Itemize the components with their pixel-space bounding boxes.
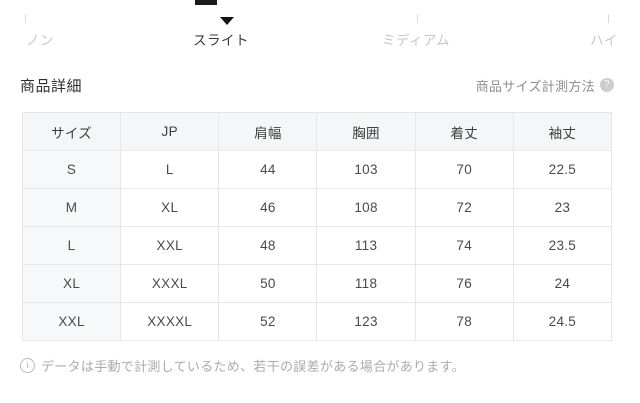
scale-tick xyxy=(25,14,26,23)
table-cell: 24 xyxy=(512,264,613,303)
table-cell: 48 xyxy=(218,226,318,265)
cell-size: XL xyxy=(21,264,122,303)
table-cell: XXXXL xyxy=(120,302,220,341)
triangle-down-icon xyxy=(220,17,234,25)
table-cell: 23 xyxy=(512,188,613,227)
table-row: M XL 46 108 72 23 xyxy=(21,188,613,227)
table-cell: 103 xyxy=(316,150,416,189)
table-cell: 76 xyxy=(414,264,514,303)
fit-scale: ノン スライト ミディアム ハイ xyxy=(0,0,640,55)
cell-size: M xyxy=(21,188,122,227)
col-header-jp: JP xyxy=(120,112,220,151)
table-cell: 44 xyxy=(218,150,318,189)
page-title: 商品詳細 xyxy=(20,77,83,95)
size-measure-guide-link[interactable]: 商品サイズ計測方法 ? xyxy=(476,76,614,95)
measurement-disclaimer: i データは手動で計測しているため、若干の誤差がある場合があります。 xyxy=(20,356,620,375)
scale-handle-bar xyxy=(195,0,217,5)
table-cell: 23.5 xyxy=(512,226,613,265)
size-chart-table: サイズ JP 肩幅 胸囲 着丈 袖丈 S L 44 103 70 22.5 M … xyxy=(21,112,613,341)
table-cell: 46 xyxy=(218,188,318,227)
col-header-shoulder: 肩幅 xyxy=(218,112,318,151)
table-cell: 108 xyxy=(316,188,416,227)
table-cell: 50 xyxy=(218,264,318,303)
cell-size: XXL xyxy=(21,302,122,341)
question-circle-icon[interactable]: ? xyxy=(600,78,614,92)
col-header-length: 着丈 xyxy=(414,112,514,151)
cell-size: S xyxy=(21,150,122,189)
table-row: XL XXXL 50 118 76 24 xyxy=(21,264,613,303)
col-header-size: サイズ xyxy=(21,112,122,151)
table-cell: 72 xyxy=(414,188,514,227)
col-header-chest: 胸囲 xyxy=(316,112,416,151)
table-cell: XXXL xyxy=(120,264,220,303)
table-cell: 22.5 xyxy=(512,150,613,189)
size-measure-guide-label: 商品サイズ計測方法 xyxy=(475,78,595,94)
info-circle-icon: i xyxy=(20,358,35,373)
disclaimer-text: データは手動で計測しているため、若干の誤差がある場合があります。 xyxy=(41,359,465,374)
cell-size: L xyxy=(21,226,122,265)
table-row: S L 44 103 70 22.5 xyxy=(21,150,613,189)
scale-option-high: ハイ xyxy=(590,33,618,48)
scale-tick xyxy=(417,14,418,23)
table-cell: 113 xyxy=(316,226,416,265)
scale-option-non: ノン xyxy=(26,33,54,48)
scale-option-medium: ミディアム xyxy=(381,33,451,48)
table-cell: XXL xyxy=(120,226,220,265)
table-row: XXL XXXXL 52 123 78 24.5 xyxy=(21,302,613,341)
col-header-sleeve: 袖丈 xyxy=(512,112,613,151)
table-cell: 52 xyxy=(218,302,318,341)
table-cell: 24.5 xyxy=(512,302,613,341)
scale-option-slight: スライト xyxy=(193,33,249,48)
table-cell: XL xyxy=(120,188,220,227)
scale-tick xyxy=(608,14,609,23)
table-header-row: サイズ JP 肩幅 胸囲 着丈 袖丈 xyxy=(21,112,613,151)
table-cell: 74 xyxy=(414,226,514,265)
table-row: L XXL 48 113 74 23.5 xyxy=(21,226,613,265)
table-cell: 123 xyxy=(316,302,416,341)
table-cell: 118 xyxy=(316,264,416,303)
table-cell: L xyxy=(120,150,220,189)
table-cell: 78 xyxy=(414,302,514,341)
table-cell: 70 xyxy=(414,150,514,189)
section-header: 商品詳細 商品サイズ計測方法 ? xyxy=(20,74,614,96)
